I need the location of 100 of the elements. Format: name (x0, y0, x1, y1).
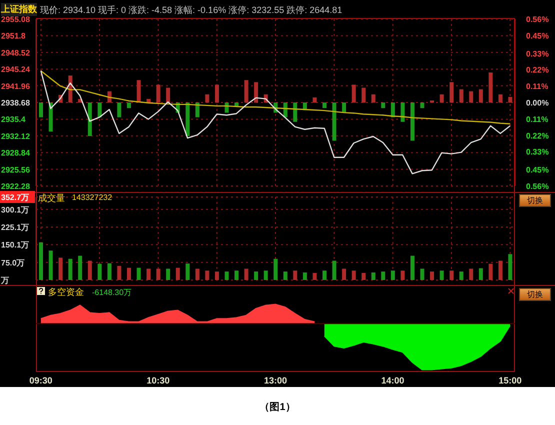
y2-tick-label: 0.00% (526, 98, 549, 108)
bar (136, 268, 141, 280)
bar (146, 268, 151, 280)
bar (459, 89, 464, 102)
x-tick-label: 14:00 (381, 375, 404, 386)
bar (48, 250, 53, 280)
y-tick-label: 150.1万 (1, 240, 30, 250)
bar (146, 98, 151, 102)
bar (342, 268, 346, 280)
y-tick-label: 2938.68 (1, 98, 30, 108)
bar (195, 102, 200, 118)
bar (186, 102, 190, 136)
bar (312, 97, 317, 102)
bar (430, 272, 434, 280)
text: 现价: 2934.10 现手: 0 涨跌: -4.58 涨幅: -0.16% 涨停: 3232.55 跌停: 2644.81 (40, 4, 342, 17)
y-tick-label: 2955.08 (1, 15, 30, 24)
chart-title: 上证指数 (1, 3, 37, 16)
bar (450, 82, 454, 102)
x-tick-label: 10:30 (146, 375, 170, 386)
y2-tick-label: 0.22% (526, 66, 549, 75)
bar (283, 272, 288, 280)
y-tick-label: 2948.52 (1, 48, 30, 58)
bar (478, 268, 483, 280)
bar (274, 258, 278, 280)
bar (117, 266, 122, 280)
bar (234, 102, 239, 106)
bar (234, 270, 239, 280)
y-tick-label: 75.0万 (1, 258, 25, 268)
bar (264, 270, 268, 280)
bar (410, 256, 414, 280)
x-tick-label: 09:30 (29, 375, 52, 386)
bar (88, 260, 92, 280)
bar (98, 102, 102, 118)
bar (488, 264, 493, 280)
bar (195, 268, 200, 280)
y-tick-label: 万 (0, 276, 9, 285)
y2-tick-label: 0.33% (526, 49, 549, 58)
y2-tick-label: 0.11% (526, 82, 548, 92)
text: 多空资金 (48, 286, 84, 299)
bar (39, 102, 43, 118)
bar (156, 268, 160, 280)
bar (381, 272, 386, 280)
bar (166, 88, 170, 102)
bar (136, 80, 141, 102)
bar (78, 256, 82, 280)
bar (186, 264, 190, 280)
bar (381, 102, 386, 108)
bar (450, 270, 454, 280)
annotation: 143327232 (72, 193, 112, 202)
y2-tick-label: 0.56% (526, 182, 549, 191)
bar (254, 82, 258, 102)
bar (352, 270, 356, 280)
y-tick-label: 2932.12 (1, 132, 30, 141)
y-tick-label: 2941.96 (1, 82, 30, 91)
y2-tick-label: 0.22% (526, 131, 549, 140)
y-tick-label: 2951.8 (1, 32, 26, 41)
bar (214, 84, 219, 102)
bar (400, 270, 405, 280)
text: 切换 (519, 288, 551, 301)
bar (107, 263, 112, 280)
x-tick-label: 15:00 (498, 375, 522, 386)
x-tick-label: 13:00 (264, 375, 288, 386)
bar (508, 96, 512, 102)
bar (48, 102, 53, 132)
bar (498, 260, 502, 280)
bar (205, 270, 210, 280)
bar (362, 88, 366, 102)
bar (478, 89, 483, 102)
bar (400, 102, 405, 122)
bar (244, 80, 248, 102)
y2-tick-label: 0.45% (526, 166, 549, 175)
bar (371, 272, 376, 280)
bar (352, 84, 356, 102)
bar (214, 272, 219, 280)
bar (469, 268, 474, 280)
bar (498, 94, 502, 102)
y-tick-label: 2935.4 (1, 115, 26, 124)
bar (166, 268, 170, 280)
bar (176, 268, 180, 280)
bar (332, 260, 336, 280)
bar (508, 254, 512, 280)
bar (156, 84, 160, 102)
y2-tick-label: 0.45% (526, 31, 549, 40)
y-tick-label: 2945.24 (1, 65, 30, 74)
bar (332, 102, 336, 141)
bar (371, 94, 376, 102)
y2-tick-label: 0.56% (526, 15, 549, 24)
bar (342, 102, 346, 113)
bar (39, 242, 43, 280)
y-tick-label: 2928.84 (1, 148, 30, 158)
y-tick-label: 2925.56 (1, 165, 30, 174)
bar (126, 268, 131, 280)
bar (224, 272, 229, 280)
y2-tick-label: 0.11% (526, 114, 548, 124)
bar (68, 258, 72, 280)
annotation: 成交量 (38, 192, 65, 205)
bar (420, 268, 424, 280)
y2-tick-label: 0.33% (526, 148, 549, 157)
bar (293, 270, 298, 280)
bar (322, 102, 326, 108)
